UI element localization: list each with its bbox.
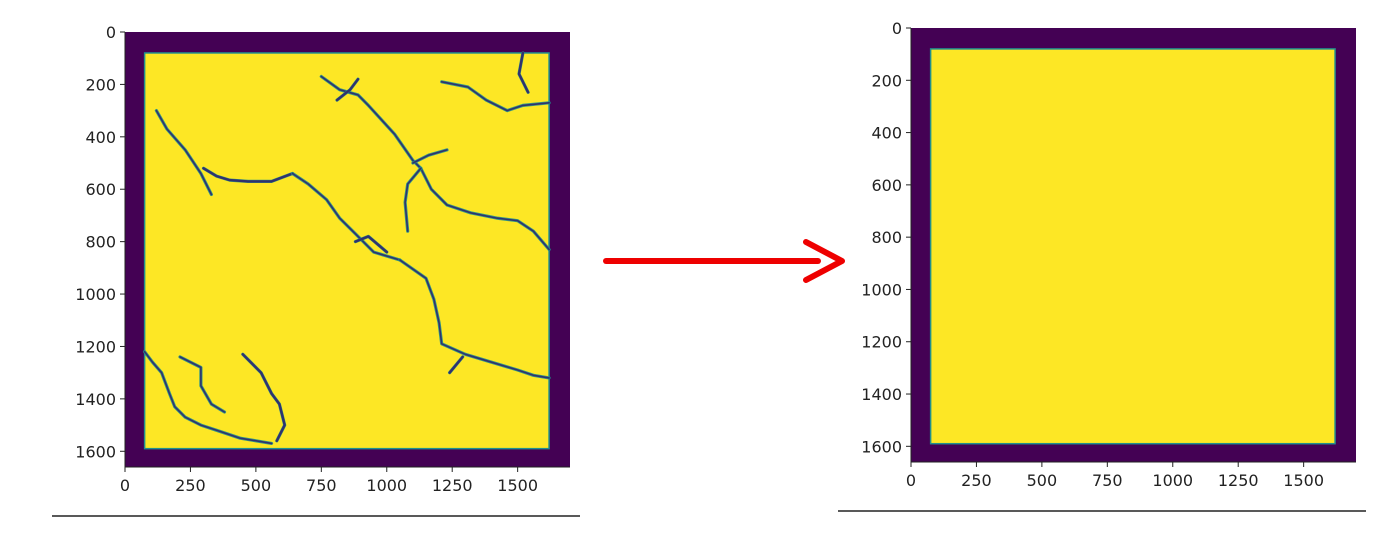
- crack-line-4: [420, 167, 550, 251]
- y-tick-label: 0: [106, 23, 116, 42]
- crack-line-10: [143, 350, 273, 445]
- crack-line-5: [404, 167, 422, 232]
- y-tick-label: 1200: [861, 333, 902, 352]
- transformation-arrow: [603, 239, 845, 283]
- mask-region: [143, 52, 550, 450]
- y-tick-label: 200: [85, 75, 116, 94]
- x-tick-label: 0: [120, 476, 130, 495]
- y-tick-label: 400: [85, 128, 116, 147]
- y-tick-label: 1200: [75, 337, 116, 356]
- x-tick-label: 250: [961, 471, 992, 490]
- x-tick-label: 1250: [432, 476, 473, 495]
- y-tick-label: 1000: [75, 285, 116, 304]
- y-tick-label: 1400: [75, 390, 116, 409]
- y-tick-label: 600: [871, 176, 902, 195]
- crack-line-14: [412, 149, 448, 164]
- crack-line-9: [448, 355, 464, 374]
- mask-region: [929, 48, 1336, 445]
- crack-line-2: [320, 75, 422, 170]
- x-tick-label: 1500: [1283, 471, 1324, 490]
- arrow-head: [803, 239, 845, 283]
- x-tick-label: 750: [306, 476, 337, 495]
- y-tick-label: 600: [85, 180, 116, 199]
- x-tick-label: 1000: [366, 476, 407, 495]
- crack-line-0: [517, 51, 530, 94]
- crack-line-8: [399, 259, 550, 379]
- crack-line-15: [354, 235, 388, 254]
- y-tick-label: 0: [892, 19, 902, 38]
- x-tick-label: 500: [1027, 471, 1058, 490]
- y-tick-label: 200: [871, 71, 902, 90]
- x-tick-label: 500: [241, 476, 272, 495]
- y-tick-label: 1000: [861, 280, 902, 299]
- y-tick-label: 800: [85, 233, 116, 252]
- y-tick-label: 1400: [861, 385, 902, 404]
- x-tick-label: 1250: [1218, 471, 1259, 490]
- y-tick-label: 1600: [75, 442, 116, 461]
- crack-line-1: [440, 81, 550, 112]
- y-tick-label: 1600: [861, 437, 902, 456]
- crack-line-13: [155, 109, 213, 196]
- crack-line-11: [179, 356, 226, 413]
- crack-line-7: [291, 172, 401, 261]
- x-tick-label: 1000: [1152, 471, 1193, 490]
- x-tick-label: 750: [1092, 471, 1123, 490]
- x-tick-label: 250: [175, 476, 206, 495]
- y-tick-label: 800: [871, 228, 902, 247]
- x-tick-label: 0: [906, 471, 916, 490]
- crack-line-6: [202, 167, 294, 183]
- crack-line-12: [241, 353, 286, 442]
- x-tick-label: 1500: [497, 476, 538, 495]
- crack-line-3: [335, 78, 360, 102]
- y-tick-label: 400: [871, 124, 902, 143]
